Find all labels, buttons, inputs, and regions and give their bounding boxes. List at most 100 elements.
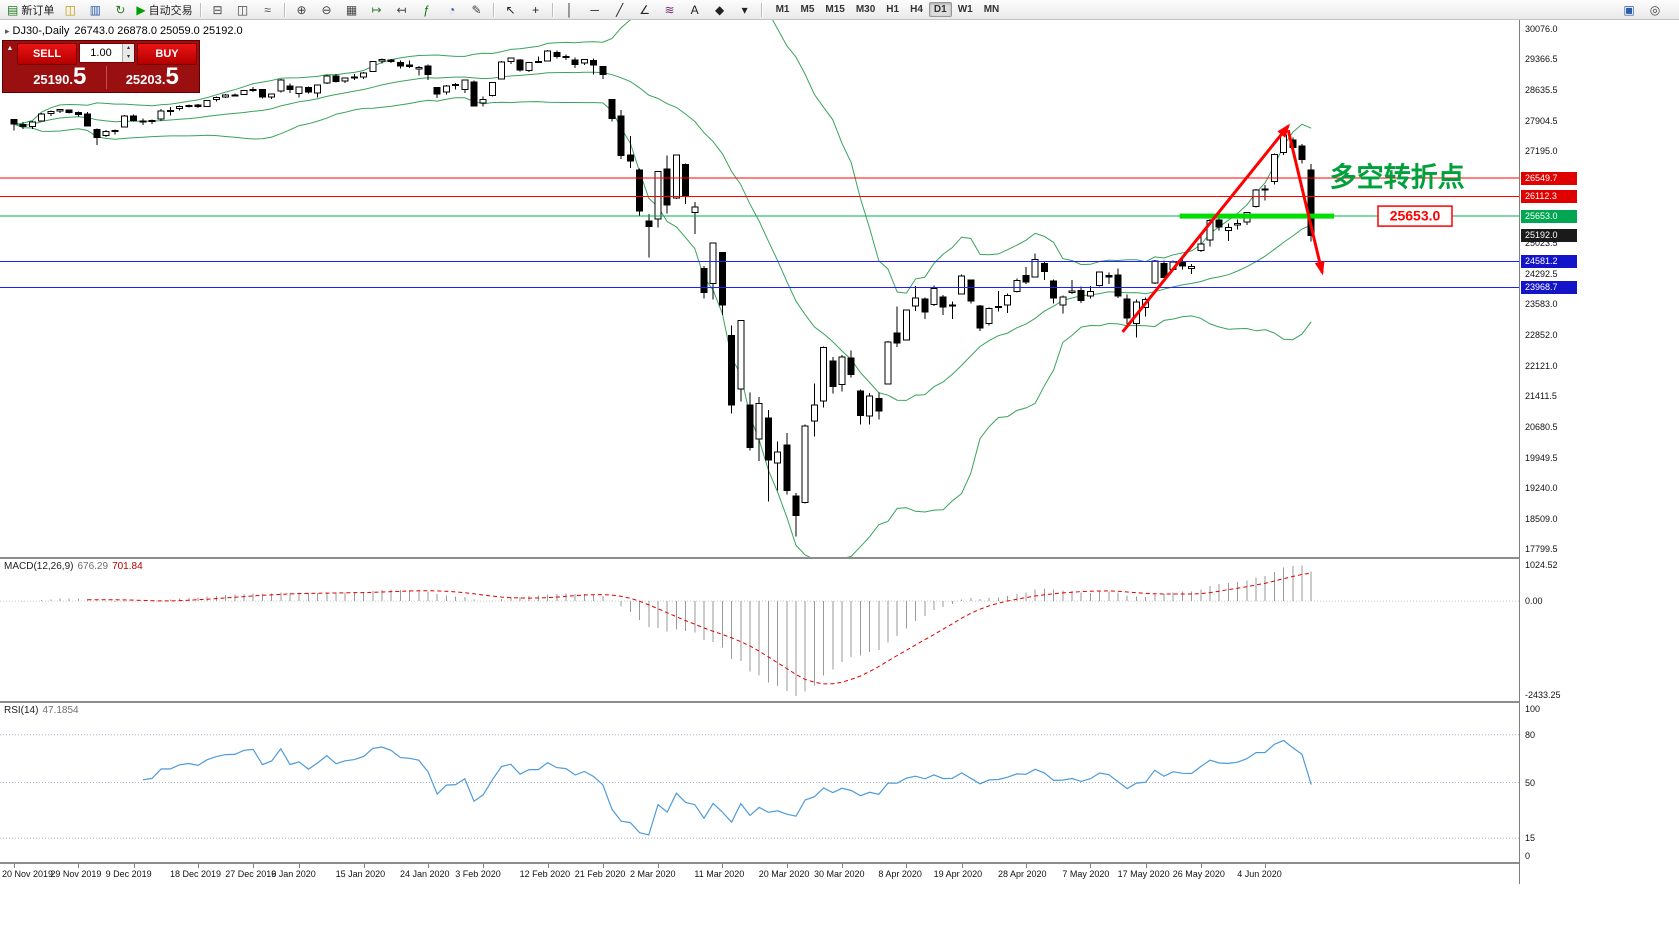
timeframe-button-M30[interactable]: M30 (855, 4, 876, 15)
timeframe-button-M1[interactable]: M1 (775, 4, 790, 15)
bollinger-lower[interactable] (13, 97, 1312, 557)
price-badge: 23968.7 (1521, 281, 1577, 294)
fibonacci-button-icon: ≋ (664, 2, 675, 17)
timeframe-button-MN[interactable]: MN (983, 4, 1000, 15)
zoom-out-button[interactable]: ⊖ (315, 0, 339, 19)
time-axis-tick (363, 864, 365, 868)
volume-spin-down-icon[interactable]: ▾ (123, 53, 134, 62)
time-axis-tick (658, 864, 659, 868)
chart-shift-button-icon: ↤ (396, 2, 407, 17)
buy-button[interactable]: BUY (137, 43, 197, 65)
periods-button[interactable]: ◔ (440, 0, 464, 19)
rsi-panel: RSI(14) 47.1854 (0, 703, 1519, 862)
timeframe-button-M15[interactable]: M15 (825, 4, 845, 15)
arrows-button-icon: ◆ (714, 2, 725, 17)
tile-windows-button[interactable]: ▦ (340, 0, 364, 19)
price-label-text: 25653.0 (1390, 208, 1441, 224)
chart-shift-button[interactable]: ↤ (390, 0, 414, 19)
price-label-box[interactable] (1377, 205, 1453, 227)
timeframe-button-D1[interactable]: D1 (928, 2, 952, 17)
main-chart-panel: 多空转折点 25653.0 ▸ DJ30-,Daily 26743.0 26878.0… (0, 20, 1519, 557)
bollinger-upper[interactable] (13, 20, 1312, 294)
trend-arrow-up[interactable] (1121, 125, 1290, 333)
buy-price: 25203.5 (125, 63, 179, 90)
sell-button[interactable]: SELL (17, 43, 77, 65)
horizontal-line-button[interactable]: ─ (583, 0, 607, 19)
macd-panel: MACD(12,26,9) 676.29 701.84 (0, 559, 1519, 701)
candlestick-chart-button-icon: ◫ (236, 2, 249, 17)
price-axis-tick: 19949.5 (1525, 452, 1558, 463)
toolbar-separator (283, 2, 286, 17)
time-axis-label: 18 Dec 2019 (170, 869, 222, 879)
arrows-button[interactable]: ◆ (708, 0, 732, 19)
time-axis-label: 12 Feb 2020 (519, 869, 571, 879)
time-axis-tick (483, 864, 485, 868)
text-button[interactable]: A (683, 0, 707, 19)
main-chart[interactable]: 多空转折点 25653.0 (0, 20, 1519, 557)
text-button-icon: A (690, 2, 699, 17)
price-axis-tick: 18509.0 (1525, 513, 1558, 524)
fibonacci-button[interactable]: ≋ (658, 0, 682, 19)
price-axis-tick: 28635.5 (1525, 84, 1558, 95)
rsi-scale-label: 80 (1525, 729, 1536, 740)
candlestick-chart-button[interactable]: ◫ (231, 0, 255, 19)
vertical-line-button[interactable]: │ (558, 0, 582, 19)
shapes-dropdown[interactable]: ▾ (733, 0, 757, 19)
line-chart-button-icon: ≈ (264, 2, 271, 17)
auto-trading-button-label: 自动交易 (148, 4, 193, 17)
turning-point-annotation[interactable]: 多空转折点 (1330, 162, 1465, 193)
chart-symbol-title: ▸ DJ30-,Daily 26743.0 26878.0 25059.0 2519… (5, 25, 243, 37)
window-layout-button[interactable]: ▣ (1617, 0, 1641, 19)
zoom-in-button[interactable]: ⊕ (290, 0, 314, 19)
price-divider (105, 66, 107, 89)
price-axis-tick: 23583.0 (1525, 298, 1558, 309)
price-axis[interactable]: 30076.0 29366.5 28635.5 27904.5 27195.0 25023… (1519, 20, 1679, 884)
templates-button[interactable]: ✎ (465, 0, 489, 19)
trade-panel-collapse-button[interactable]: ▲ (6, 45, 14, 52)
search-button[interactable]: ◎ (1643, 0, 1667, 19)
trend-arrow-down[interactable] (1286, 129, 1324, 273)
macd-scale-label: -2433.25 (1525, 690, 1561, 700)
equidistant-channel-button[interactable]: ∠ (633, 0, 657, 19)
timeframe-button-M5[interactable]: M5 (800, 4, 815, 15)
time-axis-label: 30 Mar 2020 (814, 869, 865, 879)
time-axis-label: 8 Apr 2020 (878, 869, 922, 879)
cursor-button[interactable]: ↖ (499, 0, 523, 19)
market-depth-button[interactable]: ◫ (58, 0, 82, 19)
market-watch-button[interactable]: ▥ (83, 0, 107, 19)
volume-spin-up-icon[interactable]: ▴ (123, 44, 134, 53)
vertical-line-button-icon: │ (565, 2, 574, 17)
support-highlight-bar[interactable] (1179, 213, 1335, 219)
timeframe-button-W1[interactable]: W1 (957, 4, 973, 15)
new-order-button[interactable]: ▤ 新订单 (4, 0, 57, 19)
time-axis-tick (253, 864, 255, 868)
rsi-scale-label: 50 (1525, 777, 1536, 788)
crosshair-button[interactable]: + (524, 0, 548, 19)
time-axis-tick (133, 864, 135, 868)
auto-scroll-button[interactable]: ↦ (365, 0, 389, 19)
time-axis-label: 7 May 2020 (1062, 869, 1110, 879)
rsi-chart[interactable] (0, 703, 1519, 862)
macd-chart[interactable] (0, 559, 1519, 701)
indicators-button[interactable]: ƒ (415, 0, 439, 19)
indicators-button-icon: ƒ (423, 2, 430, 17)
window-layout-button-icon: ▣ (1623, 2, 1635, 17)
volume-input[interactable]: 1.00 ▴ ▾ (79, 43, 135, 63)
refresh-button-icon: ↻ (115, 2, 126, 17)
timeframe-button-H1[interactable]: H1 (886, 4, 900, 15)
time-axis-tick (428, 864, 429, 868)
time-axis-label: 20 Nov 2019 (2, 869, 54, 879)
price-axis-tick: 21411.5 (1525, 390, 1557, 401)
time-axis-label: 26 May 2020 (1172, 869, 1225, 879)
bar-chart-button[interactable]: ⊟ (206, 0, 230, 19)
refresh-button[interactable]: ↻ (108, 0, 132, 19)
trendline-button[interactable]: ╱ (608, 0, 632, 19)
auto-trading-button[interactable]: ▶ 自动交易 (133, 0, 195, 19)
time-axis[interactable]: 20 Nov 2019 29 Nov 2019 9 Dec 2019 18 Dec 2… (0, 864, 1679, 884)
time-axis-label: 11 Mar 2020 (694, 869, 745, 879)
line-chart-button[interactable]: ≈ (256, 0, 280, 19)
bollinger-middle[interactable] (13, 71, 1312, 401)
volume-spinner[interactable]: ▴ ▾ (122, 44, 134, 62)
timeframe-button-H4[interactable]: H4 (910, 4, 923, 15)
